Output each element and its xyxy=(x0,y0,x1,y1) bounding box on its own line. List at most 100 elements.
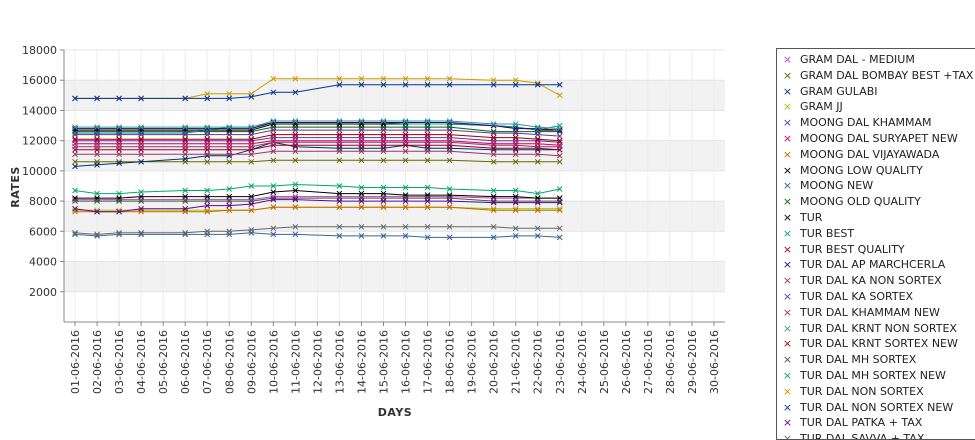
series-group xyxy=(72,223,563,238)
series-line xyxy=(74,199,560,213)
legend-item: × TUR DAL KA NON SORTEX xyxy=(781,274,942,287)
legend-marker: × xyxy=(782,179,793,193)
x-tick-label: 18-06-2016 xyxy=(444,330,457,394)
series-line xyxy=(74,226,560,235)
data-point xyxy=(270,225,277,232)
data-point xyxy=(336,118,343,124)
data-point xyxy=(490,142,497,149)
legend-label: MOONG DAL SURYAPET NEW xyxy=(800,132,958,145)
data-point xyxy=(94,136,100,143)
legend-marker: × xyxy=(782,226,793,240)
x-tick-label: 17-06-2016 xyxy=(422,330,435,394)
data-point xyxy=(204,158,211,165)
data-point xyxy=(336,183,343,189)
data-point xyxy=(490,207,497,214)
legend-label: MOONG DAL KHAMMAM xyxy=(800,116,932,130)
data-point xyxy=(490,130,497,136)
data-point xyxy=(490,199,497,206)
data-point xyxy=(446,148,453,155)
legend-label: TUR DAL MH SORTEX xyxy=(800,353,917,367)
axes xyxy=(63,50,725,323)
x-tick-label: 20-06-2016 xyxy=(488,330,501,394)
series-group xyxy=(72,187,563,201)
data-point xyxy=(336,198,343,204)
legend-item: × TUR DAL MH SORTEX xyxy=(781,353,916,366)
x-tick-label: 21-06-2016 xyxy=(510,330,523,394)
legend-marker: × xyxy=(782,195,793,209)
data-point xyxy=(380,204,387,211)
data-point xyxy=(446,131,453,138)
data-point xyxy=(358,223,365,230)
series-line xyxy=(75,129,560,137)
data-point xyxy=(534,136,541,143)
data-point xyxy=(446,127,453,133)
data-point xyxy=(534,233,541,239)
data-point xyxy=(446,223,453,230)
data-point xyxy=(226,124,233,130)
legend-label: GRAM GULABI xyxy=(800,84,878,98)
data-point xyxy=(116,198,122,204)
data-point xyxy=(94,124,100,130)
series-line xyxy=(75,197,560,202)
data-point xyxy=(138,198,144,204)
data-point xyxy=(358,139,365,146)
data-point xyxy=(182,193,189,200)
data-point xyxy=(490,81,497,88)
legend-marker: × xyxy=(782,274,793,288)
data-point xyxy=(512,225,519,232)
data-point xyxy=(72,124,78,130)
x-tick-label: 04-06-2016 xyxy=(135,330,148,394)
series-group xyxy=(72,195,563,204)
data-point xyxy=(94,190,100,197)
data-point xyxy=(336,81,343,88)
data-point xyxy=(204,136,211,143)
x-tick-label: 02-06-2016 xyxy=(91,330,104,394)
data-point xyxy=(226,186,233,192)
data-point xyxy=(512,233,519,239)
data-point xyxy=(94,208,100,215)
series-line xyxy=(75,140,560,146)
data-point xyxy=(248,158,255,165)
data-point xyxy=(270,75,277,82)
legend-item: × TUR DAL KRNT SORTEX NEW xyxy=(781,337,958,350)
legend-label: TUR DAL PATKA + TAX xyxy=(800,416,923,430)
data-point xyxy=(116,143,122,150)
data-point xyxy=(556,234,563,241)
data-point xyxy=(248,193,255,200)
data-point xyxy=(270,148,277,155)
x-tick-label: 26-06-2016 xyxy=(620,330,633,394)
data-point xyxy=(94,131,100,138)
data-point xyxy=(248,207,255,214)
data-point xyxy=(424,198,431,204)
series-line xyxy=(74,183,560,195)
legend-label: TUR DAL NON SORTEX NEW xyxy=(800,400,954,414)
data-point xyxy=(402,204,409,211)
data-point xyxy=(402,127,409,133)
data-point xyxy=(182,187,189,194)
data-point xyxy=(336,131,343,138)
data-point xyxy=(138,151,144,158)
data-point xyxy=(182,155,189,162)
data-point xyxy=(424,118,431,124)
x-tick-label: 16-06-2016 xyxy=(400,330,413,394)
series-line xyxy=(75,122,560,131)
data-point xyxy=(402,157,409,164)
legend-label: TUR DAL KA NON SORTEX xyxy=(800,274,942,288)
data-point xyxy=(534,158,541,165)
legend-marker: × xyxy=(782,321,793,335)
data-point xyxy=(380,131,387,138)
x-tick-label: 01-06-2016 xyxy=(69,330,82,394)
data-point xyxy=(490,134,497,141)
legend-marker: × xyxy=(782,53,793,66)
data-point xyxy=(402,139,409,146)
data-point xyxy=(270,127,277,133)
data-point xyxy=(358,127,365,133)
data-point xyxy=(336,223,343,230)
x-tick-labels: 01-06-2016 02-06-2016 03-06-2016 04-06-2016… xyxy=(69,322,721,394)
data-point xyxy=(94,231,100,238)
y-tick-label: 2000 xyxy=(29,286,57,299)
data-point xyxy=(72,205,78,212)
legend: × GRAM DAL - MEDIUM × GRAM DAL BOMBAY BEST … xyxy=(776,48,975,440)
data-point xyxy=(292,131,299,138)
data-point xyxy=(248,131,255,138)
